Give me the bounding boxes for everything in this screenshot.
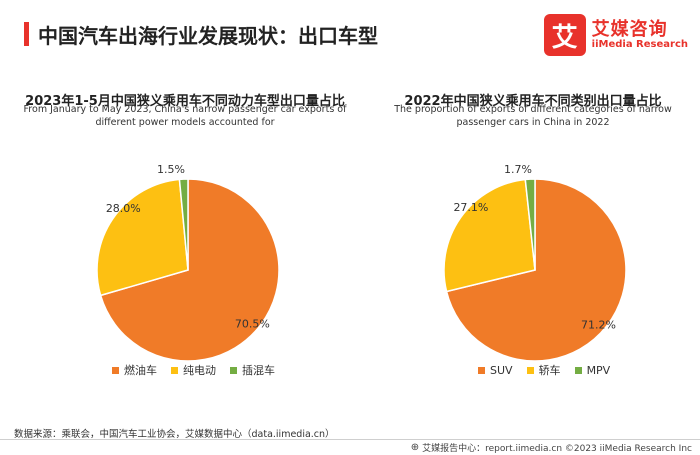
pie-slice-3 — [178, 178, 189, 271]
pie-slice-3 — [524, 178, 536, 271]
legend-swatch — [230, 366, 237, 374]
pie-label-1: 71.2% — [581, 318, 616, 331]
legend-item-1: 燃油车 — [112, 362, 157, 378]
legend-item-3: 插混车 — [230, 362, 275, 378]
pie-slice-2 — [443, 178, 536, 293]
pie-label-2: 27.1% — [453, 201, 488, 214]
footer-divider — [0, 439, 700, 440]
legend-label: 纯电动 — [183, 364, 216, 377]
chart-2-legend: SUV 轿车 MPV — [478, 362, 624, 378]
legend-swatch — [171, 366, 178, 374]
chart-2-subtitle: The proportion of exports of different c… — [394, 104, 672, 129]
pie-label-2: 28.0% — [106, 202, 141, 215]
pie-slice-2 — [96, 178, 189, 297]
legend-item-1: SUV — [478, 364, 513, 377]
footer-text: 艾媒报告中心：report.iimedia.cn ©2023 iiMedia R… — [422, 444, 692, 454]
legend-label: 插混车 — [242, 364, 275, 377]
pie-label-3: 1.7% — [504, 163, 532, 176]
legend-swatch — [574, 366, 582, 374]
legend-swatch — [478, 366, 485, 374]
chart-2-title: 2022年中国狭义乘用车不同类别出口量占比 — [404, 94, 662, 109]
chart-1-subtitle: From January to May 2023, China's narrow… — [23, 104, 347, 129]
legend-label: MPV — [586, 363, 611, 377]
legend-item-2: 纯电动 — [171, 362, 216, 378]
legend-label: 轿车 — [538, 364, 561, 377]
page-title: 中国汽车出海行业发展现状：出口车型 — [38, 24, 378, 48]
pie-slice-1 — [445, 178, 627, 362]
title-accent-bar — [24, 22, 29, 46]
legend-item-2: 轿车 — [526, 362, 561, 378]
chart-1-title: 2023年1-5月中国狭义乘用车不同动力车型出口量占比 — [25, 94, 345, 109]
pie-slice-1 — [99, 178, 280, 362]
legend-swatch — [526, 366, 534, 374]
legend-item-3: MPV — [574, 363, 611, 377]
pie-label-3: 1.5% — [157, 163, 185, 176]
chart-1-legend: 燃油车 纯电动 插混车 — [112, 362, 289, 378]
brand-name: 艾媒咨询 — [591, 18, 668, 40]
pie-label-1: 70.5% — [235, 317, 270, 330]
brand-sub: iiMedia Research — [591, 39, 688, 51]
legend-label: SUV — [490, 363, 513, 377]
brand-logo-icon: 艾 — [543, 14, 586, 56]
footer: ⊕ 艾媒报告中心：report.iimedia.cn ©2023 iiMedia… — [411, 441, 692, 454]
brand-logo: 艾 艾媒咨询 iiMedia Research — [543, 12, 688, 58]
legend-label: 燃油车 — [124, 364, 157, 377]
data-source: 数据来源：乘联会，中国汽车工业协会，艾媒数据中心（data.iimedia.cn… — [14, 429, 335, 440]
legend-swatch — [112, 366, 119, 374]
search-icon: ⊕ — [410, 442, 420, 453]
